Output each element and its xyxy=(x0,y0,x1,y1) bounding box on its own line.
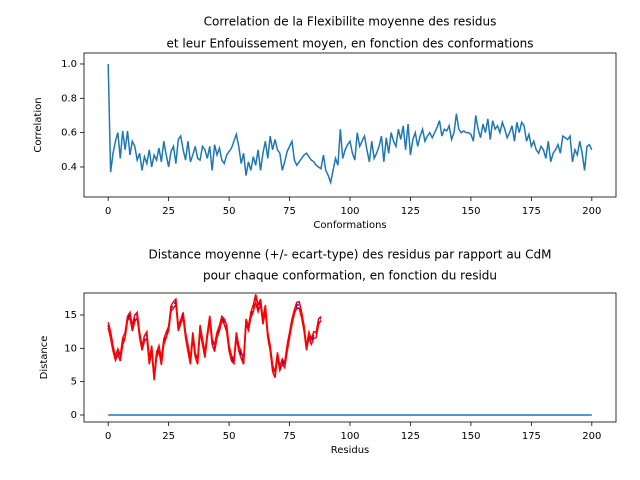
x-tick-label: 100 xyxy=(340,431,359,442)
x-tick-label: 175 xyxy=(522,206,541,217)
x-tick-label: 75 xyxy=(283,206,296,217)
y-tick-label: 10 xyxy=(64,343,77,354)
x-axis-label: Conformations xyxy=(313,220,386,231)
series-line xyxy=(107,63,593,186)
y-tick-label: 5 xyxy=(71,377,77,388)
x-tick-label: 125 xyxy=(401,431,420,442)
x-tick-label: 50 xyxy=(223,206,236,217)
x-tick-label: 75 xyxy=(283,431,296,442)
chart-title: et leur Enfouissement moyen, en fonction… xyxy=(166,37,533,51)
y-tick-label: 0.6 xyxy=(61,128,77,139)
y-tick-label: 0.8 xyxy=(61,93,77,104)
upper-error-line xyxy=(107,294,322,377)
chart-title: Distance moyenne (+/- ecart-type) des re… xyxy=(149,248,552,262)
x-tick-label: 200 xyxy=(582,206,601,217)
x-tick-label: 150 xyxy=(461,206,480,217)
x-tick-label: 0 xyxy=(105,431,111,442)
y-axis-label: Correlation xyxy=(33,97,44,152)
axes-frame xyxy=(83,52,617,198)
x-tick-label: 200 xyxy=(582,431,601,442)
x-tick-label: 0 xyxy=(105,206,111,217)
x-tick-label: 25 xyxy=(162,431,175,442)
lower-error-line xyxy=(107,299,322,381)
y-tick-label: 1.0 xyxy=(61,59,77,70)
x-tick-label: 150 xyxy=(461,431,480,442)
chart-title: pour chaque conformation, en fonction du… xyxy=(203,269,497,283)
y-tick-label: 0.4 xyxy=(61,162,77,173)
x-tick-label: 125 xyxy=(401,206,420,217)
x-tick-label: 175 xyxy=(522,431,541,442)
y-tick-label: 0 xyxy=(71,410,77,421)
chart-title: Correlation de la Flexibilite moyenne de… xyxy=(204,15,497,29)
x-tick-label: 25 xyxy=(162,206,175,217)
x-tick-label: 100 xyxy=(340,206,359,217)
y-axis-label: Distance xyxy=(39,336,50,380)
y-tick-label: 15 xyxy=(64,310,77,321)
axes-frame xyxy=(83,292,617,423)
x-axis-label: Residus xyxy=(331,445,370,456)
x-tick-label: 50 xyxy=(223,431,236,442)
